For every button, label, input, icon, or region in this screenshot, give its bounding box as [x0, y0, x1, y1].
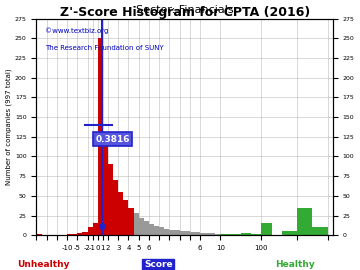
Bar — [134, 213, 139, 235]
Bar — [144, 221, 149, 235]
Bar — [180, 231, 185, 235]
Bar — [297, 208, 312, 235]
Bar — [200, 233, 205, 235]
Bar — [164, 229, 169, 235]
Bar — [185, 231, 190, 235]
Bar — [139, 218, 144, 235]
Bar — [210, 233, 215, 235]
Bar — [236, 234, 241, 235]
Bar — [282, 231, 297, 235]
Bar — [169, 230, 174, 235]
Bar — [103, 133, 108, 235]
Bar — [312, 227, 328, 235]
Text: Unhealthy: Unhealthy — [17, 260, 69, 269]
Text: Score: Score — [144, 260, 173, 269]
Bar — [205, 233, 210, 235]
Bar — [261, 223, 271, 235]
Bar — [149, 224, 154, 235]
Bar — [215, 234, 220, 235]
Bar — [118, 192, 123, 235]
Bar — [174, 231, 180, 235]
Bar — [72, 234, 77, 235]
Bar — [67, 234, 72, 235]
Bar — [231, 234, 236, 235]
Bar — [159, 227, 164, 235]
Text: The Research Foundation of SUNY: The Research Foundation of SUNY — [45, 45, 164, 51]
Bar — [190, 232, 195, 235]
Bar — [154, 226, 159, 235]
Bar — [87, 227, 93, 235]
Text: Sector: Financials: Sector: Financials — [136, 5, 233, 15]
Title: Z'-Score Histogram for CPTA (2016): Z'-Score Histogram for CPTA (2016) — [59, 6, 310, 19]
Bar — [129, 208, 134, 235]
Bar — [220, 234, 225, 235]
Bar — [113, 180, 118, 235]
Y-axis label: Number of companies (997 total): Number of companies (997 total) — [5, 69, 12, 185]
Bar — [251, 234, 261, 235]
Text: Healthy: Healthy — [275, 260, 315, 269]
Text: 0.3816: 0.3816 — [96, 135, 130, 144]
Bar — [195, 232, 200, 235]
Bar — [77, 233, 82, 235]
Bar — [123, 200, 129, 235]
Bar — [36, 234, 41, 235]
Bar — [108, 164, 113, 235]
Bar — [98, 38, 103, 235]
Bar — [93, 223, 98, 235]
Bar — [82, 232, 87, 235]
Text: ©www.textbiz.org: ©www.textbiz.org — [45, 27, 109, 34]
Bar — [241, 233, 251, 235]
Bar — [225, 234, 231, 235]
